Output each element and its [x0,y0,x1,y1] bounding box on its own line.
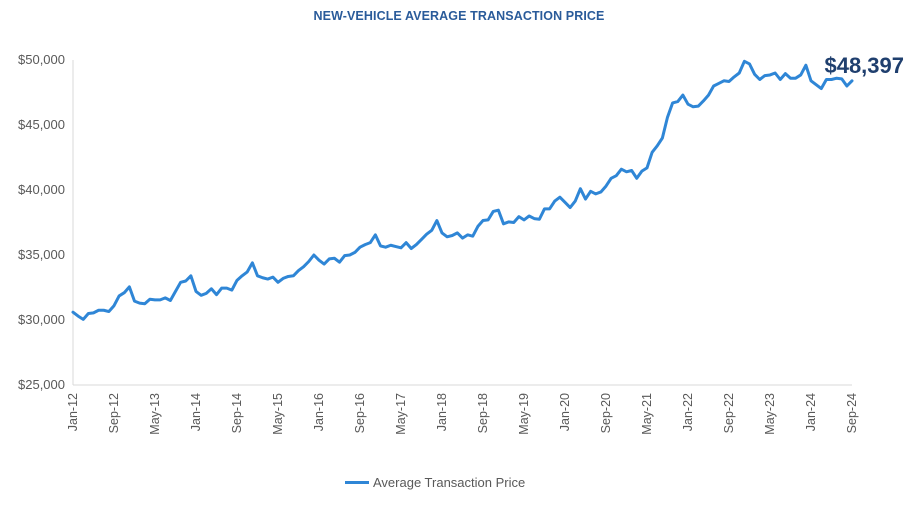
x-tick-label: May-23 [763,393,777,435]
y-tick-label: $35,000 [18,247,65,262]
x-tick-label: Jan-12 [66,393,80,431]
last-value-annotation: $48,397 [824,53,904,78]
series-layer [71,59,854,321]
x-tick-label: Jan-24 [804,393,818,431]
y-tick-label: $30,000 [18,312,65,327]
x-tick-label: May-15 [271,393,285,435]
y-tick-labels: $25,000 $30,000 $35,000 $40,000 $45,000 $50,0… [18,52,65,392]
x-tick-labels: Jan-12 Sep-12 May-13 Jan-14 Sep-14 May-15 Jan-… [66,393,859,435]
annotation-layer: $48,397 [824,53,904,78]
x-tick-label: Jan-14 [189,393,203,431]
x-tick-label: Jan-16 [312,393,326,431]
x-tick-label: Jan-22 [681,393,695,431]
x-tick-label: May-17 [394,393,408,435]
legend-label: Average Transaction Price [373,474,526,490]
x-tick-label: Sep-16 [353,393,367,433]
chart-title: NEW-VEHICLE AVERAGE TRANSACTION PRICE [313,9,605,23]
x-tick-label: Sep-18 [476,393,490,433]
y-tick-label: $50,000 [18,52,65,67]
series-line-average-transaction-price [71,59,854,321]
legend: Average Transaction Price [345,473,525,491]
x-tick-label: Sep-12 [107,393,121,433]
x-tick-label: Sep-22 [722,393,736,433]
axes-layer [72,60,852,386]
x-tick-label: Jan-18 [435,393,449,431]
x-tick-label: May-19 [517,393,531,435]
x-tick-label: May-21 [640,393,654,435]
y-tick-label: $40,000 [18,182,65,197]
y-tick-label: $45,000 [18,117,65,132]
x-tick-label: Sep-14 [230,393,244,433]
x-tick-label: Sep-24 [845,393,859,433]
x-tick-label: May-13 [148,393,162,435]
x-tick-label: Jan-20 [558,393,572,431]
y-tick-label: $25,000 [18,377,65,392]
legend-swatch [345,480,369,484]
x-tick-label: Sep-20 [599,393,613,433]
